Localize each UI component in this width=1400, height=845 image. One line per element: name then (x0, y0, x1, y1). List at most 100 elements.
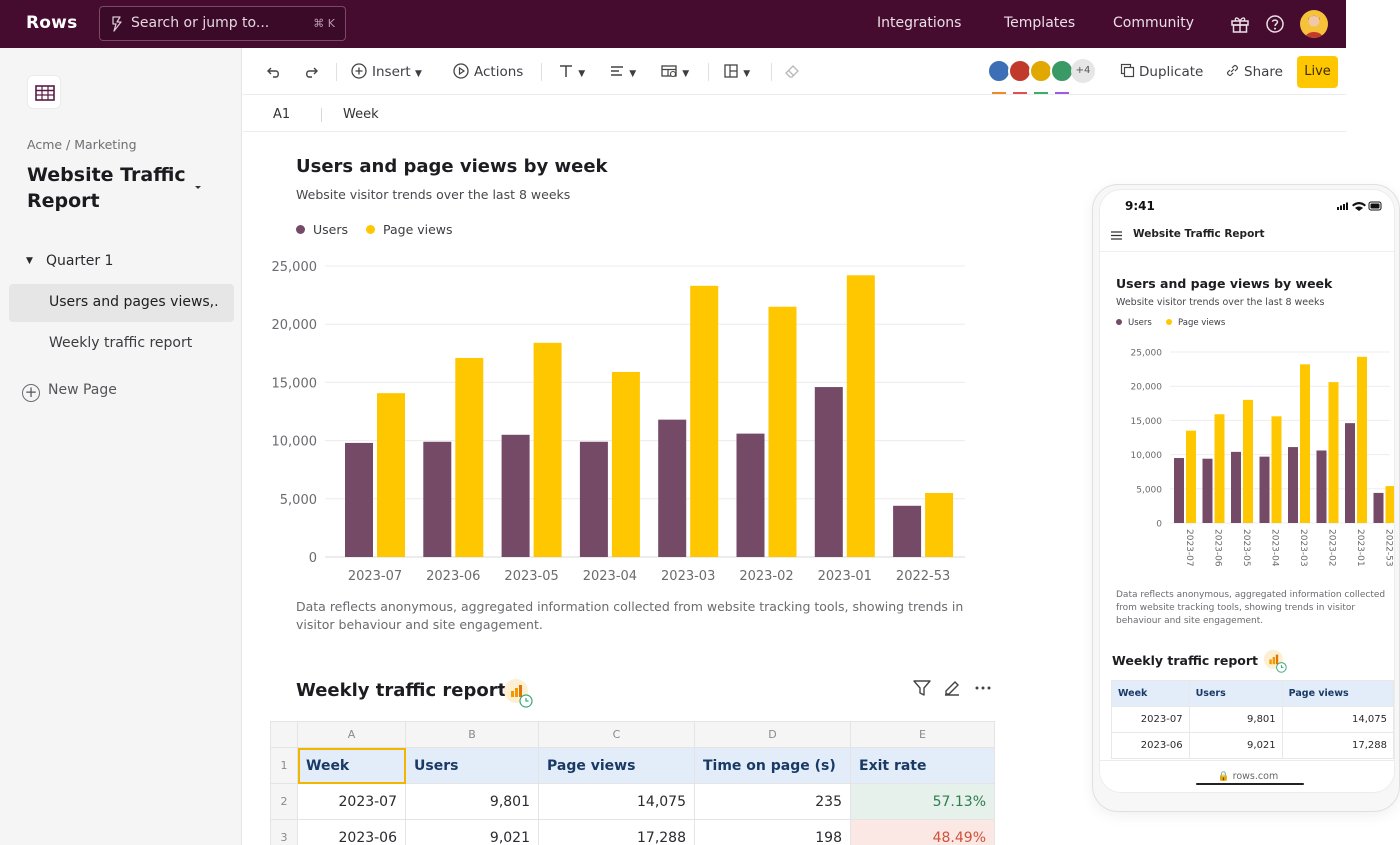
bar-page-views (1271, 416, 1282, 523)
column-header-b[interactable]: B (405, 721, 539, 748)
live-button[interactable]: Live (1297, 56, 1338, 88)
share-button[interactable]: Share (1225, 63, 1283, 80)
bar-users (501, 434, 530, 557)
rows-logo[interactable]: Rows (26, 13, 78, 33)
nav-templates[interactable]: Templates (1004, 15, 1076, 31)
x-tick-label: 2022-53 (1384, 529, 1394, 567)
y-tick-label: 20,000 (272, 318, 318, 333)
nav-community[interactable]: Community (1113, 15, 1195, 31)
user-avatar[interactable] (1300, 10, 1328, 38)
table-cell[interactable]: 9,021 (1188, 732, 1283, 759)
table-cell[interactable]: 17,288 (538, 819, 695, 845)
mobile-table-header: Week Users Page views (1111, 680, 1394, 707)
collapse-triangle-icon[interactable]: ▼ (26, 256, 33, 266)
top-bar: Rows Search or jump to... ⌘ K Integratio… (0, 0, 1346, 48)
caret-down-icon[interactable] (193, 184, 203, 192)
redo-icon[interactable] (303, 64, 319, 80)
duplicate-button[interactable]: Duplicate (1120, 63, 1203, 80)
table-cell[interactable]: 48.49% (850, 819, 995, 845)
collaborators-more[interactable]: +4 (1071, 59, 1095, 83)
x-tick-label: 2023-06 (1213, 529, 1223, 567)
header-cell[interactable]: Week (297, 747, 406, 784)
page-item-weekly-traffic[interactable]: Weekly traffic report (49, 335, 193, 351)
column-header-d[interactable]: D (694, 721, 851, 748)
more-icon[interactable] (973, 678, 993, 698)
cell-reference[interactable]: A1 (273, 107, 291, 122)
chart-title: Users and page views by week (296, 156, 608, 177)
column-header-c[interactable]: C (538, 721, 695, 748)
header-cell[interactable]: Time on page (s) (694, 747, 851, 784)
table-row: 3 2023-06 9,021 17,288 198 48.49% (270, 819, 995, 845)
table-cell[interactable]: 2023-07 (297, 783, 406, 820)
insert-button[interactable]: Insert ▼ (351, 63, 422, 80)
new-page-button[interactable]: + New Page (22, 382, 117, 402)
bar-page-views (533, 342, 562, 557)
edit-icon[interactable] (942, 678, 962, 698)
page-item-users-pageviews[interactable]: Users and pages views,. (9, 284, 234, 322)
x-tick-label: 2023-03 (661, 569, 715, 584)
row-number[interactable]: 1 (270, 747, 298, 784)
header-cell[interactable]: Users (405, 747, 539, 784)
analytics-integration-icon[interactable] (503, 678, 533, 708)
breadcrumb[interactable]: Acme / Marketing (27, 137, 137, 152)
layout-button[interactable]: ▼ (723, 63, 750, 80)
cell-format-button[interactable]: ▼ (660, 63, 689, 80)
spreadsheet-icon[interactable] (27, 75, 61, 109)
table-cell[interactable]: 17,288 (1281, 732, 1394, 759)
bar-users (1345, 423, 1355, 523)
table-cell[interactable]: 9,801 (1188, 706, 1283, 733)
analytics-integration-icon[interactable] (1263, 649, 1287, 673)
table-cell[interactable]: 235 (694, 783, 851, 820)
search-input[interactable]: Search or jump to... ⌘ K (99, 6, 346, 41)
table-cell[interactable]: 57.13% (850, 783, 995, 820)
table-cell[interactable]: 14,075 (538, 783, 695, 820)
collaborator-avatar[interactable] (1008, 59, 1032, 83)
table-style-icon (661, 65, 677, 78)
menu-icon[interactable] (1111, 231, 1122, 240)
section-label: Quarter 1 (46, 253, 114, 269)
section-quarter-1[interactable]: ▼ Quarter 1 (26, 253, 113, 269)
eraser-icon[interactable] (784, 64, 800, 80)
header-cell[interactable]: Page views (538, 747, 695, 784)
table-cell[interactable]: 14,075 (1281, 706, 1394, 733)
table-cell[interactable]: 9,021 (405, 819, 539, 845)
table-cell[interactable]: 2023-06 (1111, 732, 1190, 759)
bolt-icon (112, 16, 122, 32)
help-icon[interactable] (1264, 13, 1286, 35)
table-title: Weekly traffic report (296, 680, 507, 701)
table-cell[interactable]: 9,801 (405, 783, 539, 820)
header-cell[interactable]: Week (1111, 680, 1190, 707)
row-number[interactable]: 2 (270, 783, 298, 820)
mobile-url-bar[interactable]: 🔒 rows.com (1100, 760, 1394, 792)
mobile-legend-page-views: Page views (1166, 318, 1225, 328)
undo-icon[interactable] (266, 64, 282, 80)
bar-page-views (377, 393, 405, 557)
filter-icon[interactable] (912, 678, 932, 698)
formula-input[interactable]: Week (343, 107, 379, 122)
bar-page-views (1328, 382, 1339, 523)
doc-title[interactable]: Website Traffic Report (27, 164, 186, 212)
x-tick-label: 2023-07 (1184, 529, 1194, 567)
gift-icon[interactable] (1229, 13, 1251, 35)
bar-page-views (1300, 364, 1310, 523)
table-cell[interactable]: 2023-06 (297, 819, 406, 845)
table-cell[interactable]: 198 (694, 819, 851, 845)
bar-page-views (1243, 399, 1253, 523)
nav-integrations[interactable]: Integrations (877, 15, 962, 31)
x-tick-label: 2023-02 (1327, 529, 1337, 567)
table-cell[interactable]: 2023-07 (1111, 706, 1190, 733)
mobile-screen: 9:41 Website Traffic Report Users and pa… (1099, 189, 1395, 793)
column-header-e[interactable]: E (850, 721, 995, 748)
header-cell[interactable]: Users (1188, 680, 1283, 707)
column-header-a[interactable]: A (297, 721, 406, 748)
header-cell[interactable]: Page views (1281, 680, 1394, 707)
header-cell[interactable]: Exit rate (850, 747, 995, 784)
actions-button[interactable]: Actions (453, 63, 523, 80)
text-format-button[interactable]: ▼ (558, 63, 585, 80)
y-tick-label: 25,000 (272, 260, 318, 275)
row-number[interactable]: 3 (270, 819, 298, 845)
align-button[interactable]: ▼ (609, 63, 636, 80)
y-tick-label: 10,000 (1131, 451, 1163, 461)
duplicate-icon (1120, 63, 1135, 78)
bar-chart: 0 5,000 10,000 15,000 20,000 25,000 2023-07 202… (272, 260, 965, 584)
